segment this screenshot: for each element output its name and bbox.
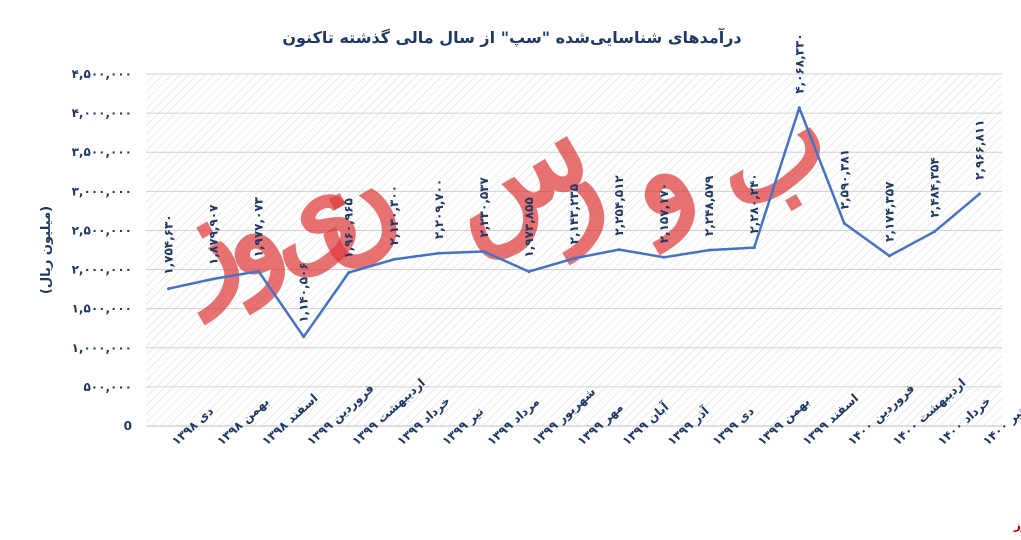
data-label: ۲,۱۳۰,۳۰۰ <box>387 185 401 245</box>
data-point <box>527 270 531 274</box>
data-point <box>392 257 396 261</box>
data-point <box>347 271 351 275</box>
data-label: ۲,۲۸۰,۲۴۰ <box>747 173 761 233</box>
data-label: ۲,۲۴۸,۵۷۹ <box>702 175 716 236</box>
data-label: ۱,۸۷۹,۹۰۷ <box>207 204 221 265</box>
data-point <box>572 256 576 260</box>
data-label: ۲,۱۴۳,۲۳۵ <box>567 184 581 244</box>
y-tick-label: ۲,۵۰۰,۰۰۰ <box>72 223 132 237</box>
y-tick-label: 0 <box>124 419 132 433</box>
data-point <box>482 250 486 254</box>
y-axis-label: (میلیون ریال) <box>39 206 54 294</box>
data-point <box>257 269 261 273</box>
data-label: ۲,۹۶۶,۸۱۱ <box>972 120 986 180</box>
data-label: ۲,۲۵۴,۵۱۲ <box>612 175 626 236</box>
data-label: ۱,۹۷۳,۸۵۵ <box>522 197 536 257</box>
data-point <box>752 246 756 250</box>
y-tick-label: ۳,۵۰۰,۰۰۰ <box>72 145 132 159</box>
y-tick-label: ۱,۵۰۰,۰۰۰ <box>72 302 132 316</box>
chart-title: درآمدهای شناسایی‌شده "سپ" از سال مالی گذ… <box>282 27 741 48</box>
data-point <box>617 248 621 252</box>
y-tick-label: ۴,۵۰۰,۰۰۰ <box>72 67 132 81</box>
data-label: ۱,۹۶۰,۹۶۵ <box>342 198 356 258</box>
y-tick-label: ۳,۰۰۰,۰۰۰ <box>72 184 132 198</box>
data-point <box>797 106 801 110</box>
data-label: ۱,۹۷۷,۰۷۳ <box>252 196 266 257</box>
y-tick-label: ۲,۰۰۰,۰۰۰ <box>72 263 132 277</box>
data-point <box>842 221 846 225</box>
y-tick-label: ۱,۰۰۰,۰۰۰ <box>72 341 132 355</box>
data-point <box>977 192 981 196</box>
data-point <box>302 335 306 339</box>
data-label: ۱,۱۴۰,۵۰۶ <box>297 262 311 322</box>
data-point <box>212 277 216 281</box>
data-label: ۲,۲۰۹,۷۰۰ <box>432 179 446 239</box>
data-point <box>662 255 666 259</box>
data-label: ۲,۱۷۴,۳۵۷ <box>882 181 896 242</box>
y-tick-label: ۵۰۰,۰۰۰ <box>83 380 132 394</box>
data-point <box>437 251 441 255</box>
data-point <box>167 287 171 291</box>
data-label: ۲,۲۳۰,۵۳۷ <box>477 176 491 237</box>
plot-area <box>146 74 1002 426</box>
y-tick-label: ۴,۰۰۰,۰۰۰ <box>72 106 132 120</box>
data-point <box>707 248 711 252</box>
data-point <box>932 230 936 234</box>
data-label: ۱,۷۵۴,۶۳۰ <box>162 214 176 274</box>
data-label: ۲,۵۹۰,۳۸۱ <box>837 149 851 209</box>
data-label: ۲,۴۸۴,۳۵۴ <box>927 157 941 217</box>
data-label: ۴,۰۶۸,۳۳۰ <box>792 33 806 93</box>
data-label: ۲,۱۵۷,۱۷۰ <box>657 183 671 243</box>
data-point <box>887 254 891 258</box>
